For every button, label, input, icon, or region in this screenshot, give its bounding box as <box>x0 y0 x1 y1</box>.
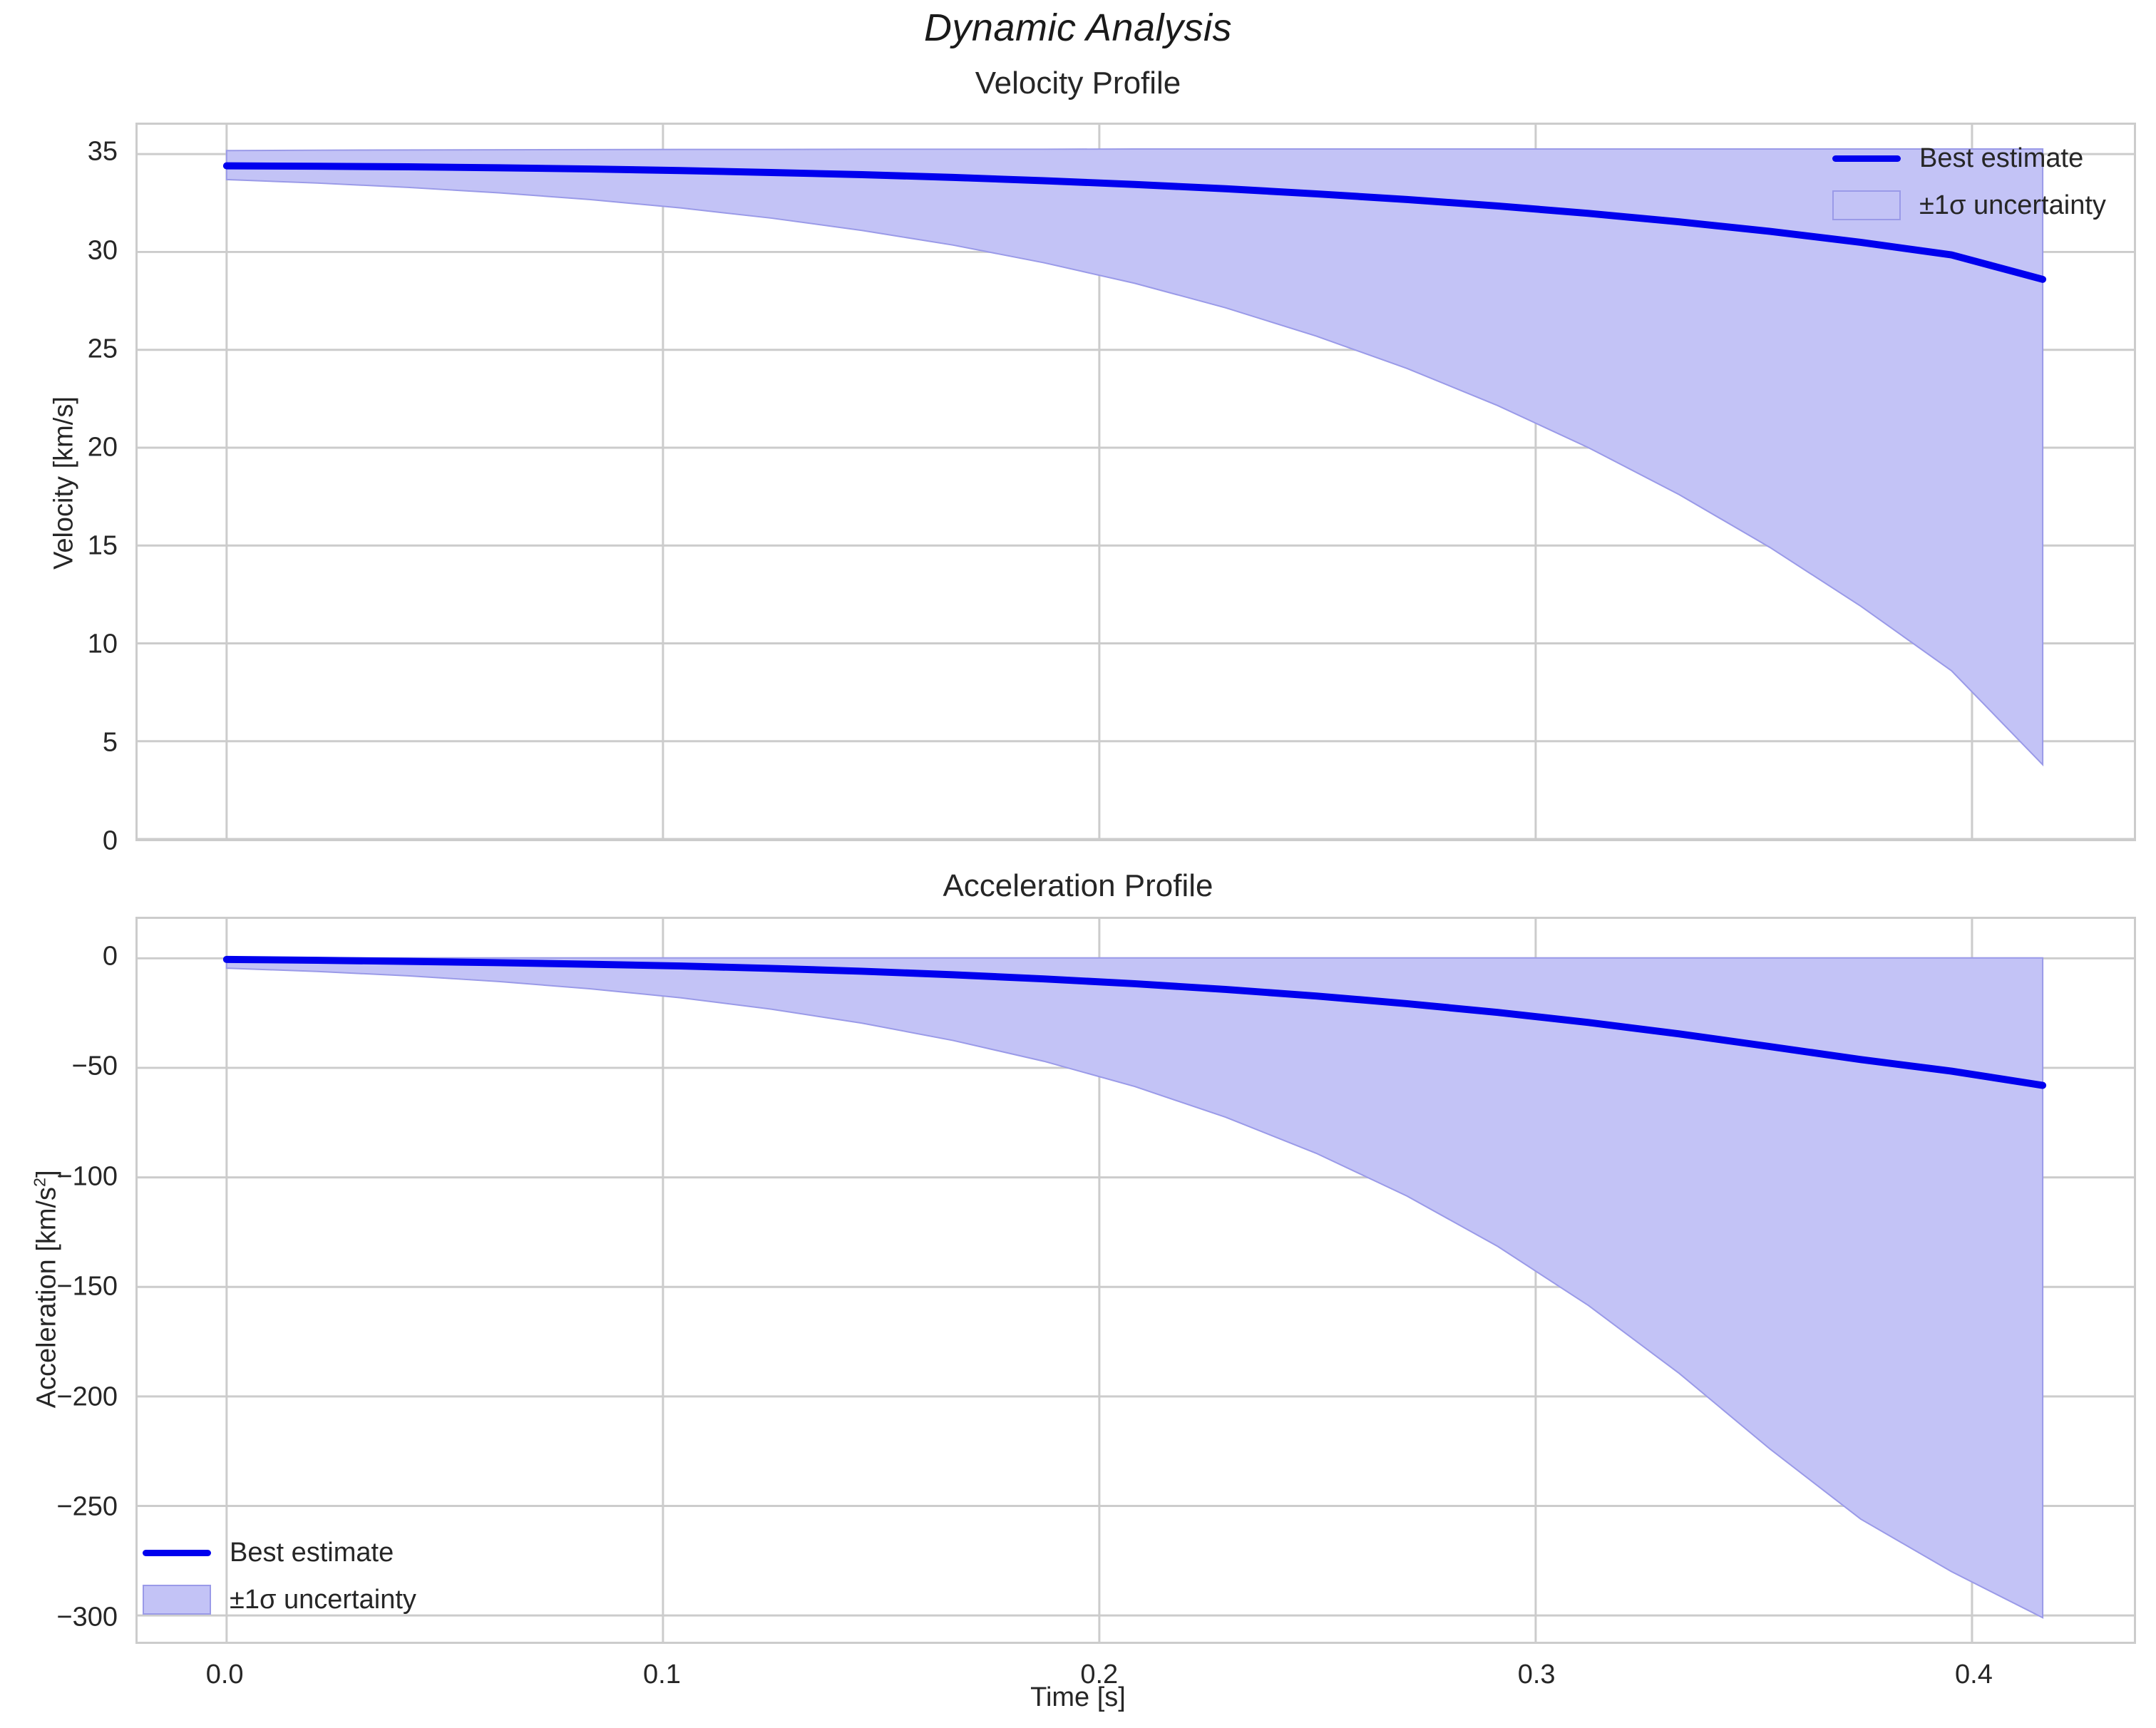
y-tick-label: −100 <box>56 1161 118 1192</box>
acceleration-plot-svg <box>138 919 2134 1642</box>
legend-label-uncertainty: ±1σ uncertainty <box>230 1585 416 1615</box>
y-tick-label: −300 <box>56 1602 118 1632</box>
y-tick-label: −250 <box>56 1491 118 1522</box>
acceleration-plot-area <box>135 917 2136 1644</box>
y-tick-label: −200 <box>56 1382 118 1412</box>
y-tick-label: 35 <box>87 136 118 167</box>
legend-patch-swatch-icon <box>143 1585 211 1615</box>
y-tick-label: 15 <box>87 530 118 561</box>
x-tick-label: 0.1 <box>643 1660 681 1690</box>
legend-label-best-estimate: Best estimate <box>230 1538 394 1568</box>
y-tick-label: −150 <box>56 1271 118 1302</box>
uncertainty-band <box>225 957 2044 1619</box>
legend-item-best-estimate[interactable]: Best estimate <box>143 1534 416 1571</box>
legend-patch-swatch-icon <box>1832 190 1901 220</box>
velocity-subplot-title: Velocity Profile <box>975 66 1181 101</box>
x-tick-label: 0.4 <box>1955 1660 1993 1690</box>
y-tick-label: −50 <box>71 1051 118 1081</box>
velocity-plot-svg <box>138 125 2134 839</box>
legend-item-uncertainty[interactable]: ±1σ uncertainty <box>1832 187 2106 224</box>
y-tick-label: 20 <box>87 432 118 463</box>
x-axis-label: Time [s] <box>1030 1682 1126 1712</box>
legend-item-uncertainty[interactable]: ±1σ uncertainty <box>143 1581 416 1618</box>
legend-line-swatch-icon <box>1832 155 1901 162</box>
legend-label-best-estimate: Best estimate <box>1919 143 2084 173</box>
legend-label-uncertainty: ±1σ uncertainty <box>1919 190 2106 220</box>
velocity-legend: Best estimate ±1σ uncertainty <box>1832 140 2106 224</box>
x-tick-label: 0.0 <box>205 1660 244 1690</box>
acceleration-subplot-title: Acceleration Profile <box>943 868 1213 903</box>
y-tick-label: 10 <box>87 629 118 659</box>
y-tick-label: 30 <box>87 235 118 265</box>
y-tick-label: 25 <box>87 334 118 364</box>
acceleration-legend: Best estimate ±1σ uncertainty <box>143 1534 416 1618</box>
figure-suptitle: Dynamic Analysis <box>923 6 1233 49</box>
uncertainty-band <box>225 148 2044 767</box>
y-tick-label: 5 <box>102 727 118 758</box>
best-estimate-line <box>222 162 2047 283</box>
best-estimate-line <box>222 955 2047 1089</box>
velocity-plot-area <box>135 123 2136 841</box>
legend-line-swatch-icon <box>143 1549 211 1556</box>
x-tick-label: 0.3 <box>1517 1660 1556 1690</box>
y-tick-label: 0 <box>102 826 118 856</box>
y-tick-label: 0 <box>102 941 118 972</box>
x-tick-label: 0.2 <box>1080 1660 1119 1690</box>
legend-item-best-estimate[interactable]: Best estimate <box>1832 140 2106 177</box>
